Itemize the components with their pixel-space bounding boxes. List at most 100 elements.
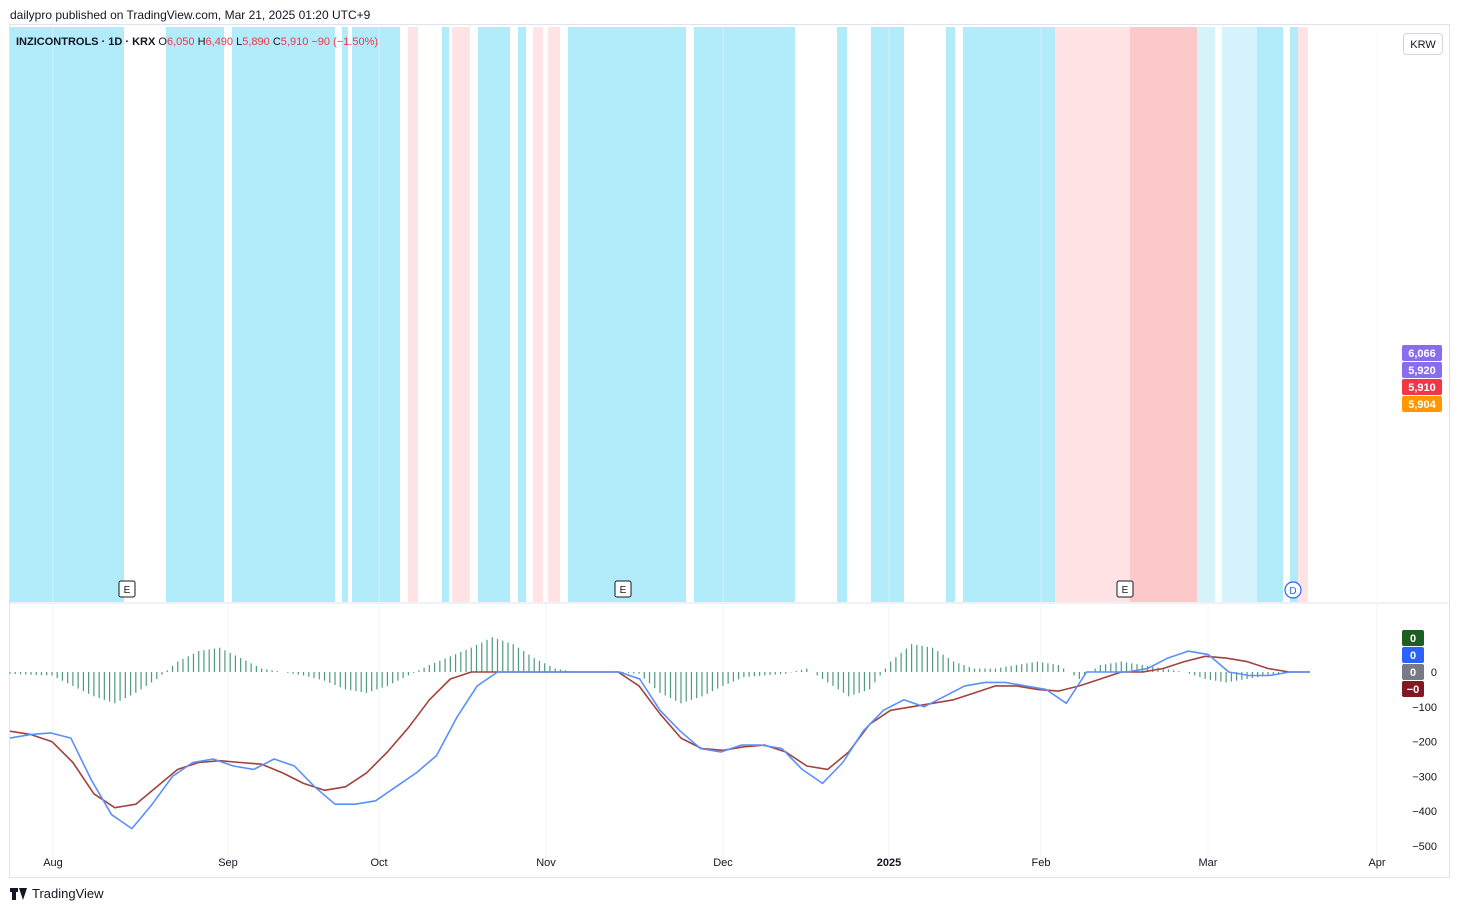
shade-band bbox=[408, 27, 418, 602]
time-tick-label: Aug bbox=[43, 857, 63, 869]
event-marker-label: E bbox=[620, 585, 627, 596]
shade-band bbox=[352, 27, 400, 602]
close-value: 5,910 bbox=[280, 36, 309, 48]
time-tick-label: Apr bbox=[1368, 857, 1385, 869]
symbol-label: INZICONTROLS · 1D · KRX bbox=[16, 36, 156, 48]
price-tag-label: 6,066 bbox=[1408, 348, 1436, 360]
event-marker: D bbox=[1284, 581, 1302, 599]
shade-band bbox=[442, 27, 449, 602]
time-tick-label: Nov bbox=[536, 857, 556, 869]
shade-band bbox=[1222, 27, 1257, 602]
footer-brand-label: TradingView bbox=[32, 886, 104, 901]
chart-frame bbox=[9, 24, 1450, 878]
macd-pane: 0 −100 −200 −300 −400 −500 0 0 0 −0 bbox=[9, 630, 1437, 853]
earnings-marker-icon bbox=[614, 580, 632, 598]
macd-tag-bg bbox=[1402, 681, 1424, 697]
price-tag: 6,066 bbox=[1402, 345, 1442, 361]
price-tag-bg bbox=[1402, 345, 1442, 361]
footer-brand[interactable]: TradingView bbox=[10, 886, 104, 901]
shade-band bbox=[10, 27, 124, 602]
shade-band bbox=[568, 27, 686, 602]
event-marker: E bbox=[1116, 580, 1134, 598]
price-tag: 5,920 bbox=[1402, 362, 1442, 378]
tradingview-logo-icon bbox=[10, 887, 28, 900]
macd-line bbox=[9, 650, 1310, 830]
low-value: 5,890 bbox=[242, 36, 270, 48]
macd-value-tag: 0 bbox=[1402, 630, 1424, 646]
price-tag-label: 5,904 bbox=[1408, 399, 1436, 411]
open-label: O bbox=[158, 36, 167, 48]
price-tag-label: 5,910 bbox=[1408, 382, 1436, 394]
macd-tick-label: −200 bbox=[1412, 737, 1437, 749]
close-label: C bbox=[272, 36, 281, 48]
shade-band bbox=[871, 27, 904, 602]
high-label: H bbox=[197, 36, 206, 48]
time-tick-label: Mar bbox=[1199, 857, 1218, 869]
event-marker-label: E bbox=[1122, 585, 1129, 596]
macd-tag-bg bbox=[1402, 664, 1424, 680]
shade-band bbox=[232, 27, 335, 602]
macd-tick-label: −500 bbox=[1412, 841, 1437, 853]
symbol-legend: INZICONTROLS · 1D · KRX O6,050 H6,490 L5… bbox=[16, 36, 378, 48]
shade-band bbox=[963, 27, 1055, 602]
shade-band bbox=[1290, 27, 1298, 602]
time-tick-label: Dec bbox=[713, 857, 733, 869]
earnings-marker-icon bbox=[1116, 580, 1134, 598]
macd-tag-label: 0 bbox=[1410, 650, 1416, 662]
gridlines bbox=[10, 27, 1450, 862]
macd-tag-bg bbox=[1402, 630, 1424, 646]
event-marker: E bbox=[614, 580, 632, 598]
shade-band bbox=[1055, 27, 1130, 602]
shade-band bbox=[694, 27, 795, 602]
macd-tick-label: 0 bbox=[1431, 667, 1437, 679]
macd-tag-bg bbox=[1402, 647, 1424, 663]
time-tick-label: 2025 bbox=[877, 857, 901, 869]
shade-band bbox=[1298, 27, 1308, 602]
macd-tag-label: 0 bbox=[1410, 667, 1416, 679]
event-marker-label: D bbox=[1289, 586, 1296, 597]
macd-tick-label: −300 bbox=[1412, 771, 1437, 783]
macd-value-tag: 0 bbox=[1402, 647, 1424, 663]
macd-tick-label: −100 bbox=[1412, 702, 1437, 714]
macd-value-tag: 0 bbox=[1402, 664, 1424, 680]
macd-tag-label: 0 bbox=[1410, 633, 1416, 645]
change-value: −90 (−1.50%) bbox=[311, 36, 379, 48]
shade-band bbox=[946, 27, 955, 602]
price-tag: 5,910 bbox=[1402, 379, 1442, 395]
shade-band bbox=[548, 27, 560, 602]
shade-band bbox=[166, 27, 224, 602]
event-marker: E bbox=[118, 580, 136, 598]
currency-button[interactable]: KRW bbox=[1403, 33, 1443, 55]
shade-band bbox=[1197, 27, 1215, 602]
time-tick-label: Oct bbox=[370, 857, 387, 869]
macd-tag-label: −0 bbox=[1407, 684, 1420, 696]
open-value: 6,050 bbox=[166, 36, 195, 48]
shade-band bbox=[518, 27, 526, 602]
low-label: L bbox=[236, 36, 243, 48]
shade-band bbox=[1130, 27, 1197, 602]
shade-band bbox=[1257, 27, 1283, 602]
shade-band bbox=[837, 27, 847, 602]
shade-band bbox=[533, 27, 543, 602]
macd-tick-label: −400 bbox=[1412, 806, 1437, 818]
high-value: 6,490 bbox=[205, 36, 234, 48]
event-marker-label: E bbox=[124, 585, 131, 596]
price-axis: 7,4007,2007,0006,8006,6006,4006,2006,000… bbox=[1402, 345, 1442, 412]
price-tag: 5,904 bbox=[1402, 396, 1442, 412]
publisher-header: dailypro published on TradingView.com, M… bbox=[10, 8, 371, 22]
signal-line bbox=[9, 655, 1310, 809]
shade-band bbox=[478, 27, 510, 602]
time-tick-label: Feb bbox=[1032, 857, 1051, 869]
earnings-marker-icon bbox=[118, 580, 136, 598]
price-tag-bg bbox=[1402, 379, 1442, 395]
shade-band bbox=[452, 27, 470, 602]
dividend-marker-icon bbox=[1284, 581, 1302, 599]
shade-band bbox=[342, 27, 348, 602]
macd-value-tag: −0 bbox=[1402, 681, 1424, 697]
price-tag-label: 5,920 bbox=[1408, 365, 1436, 377]
price-tag-bg bbox=[1402, 362, 1442, 378]
price-tag-bg bbox=[1402, 396, 1442, 412]
background-shading bbox=[10, 27, 1308, 602]
